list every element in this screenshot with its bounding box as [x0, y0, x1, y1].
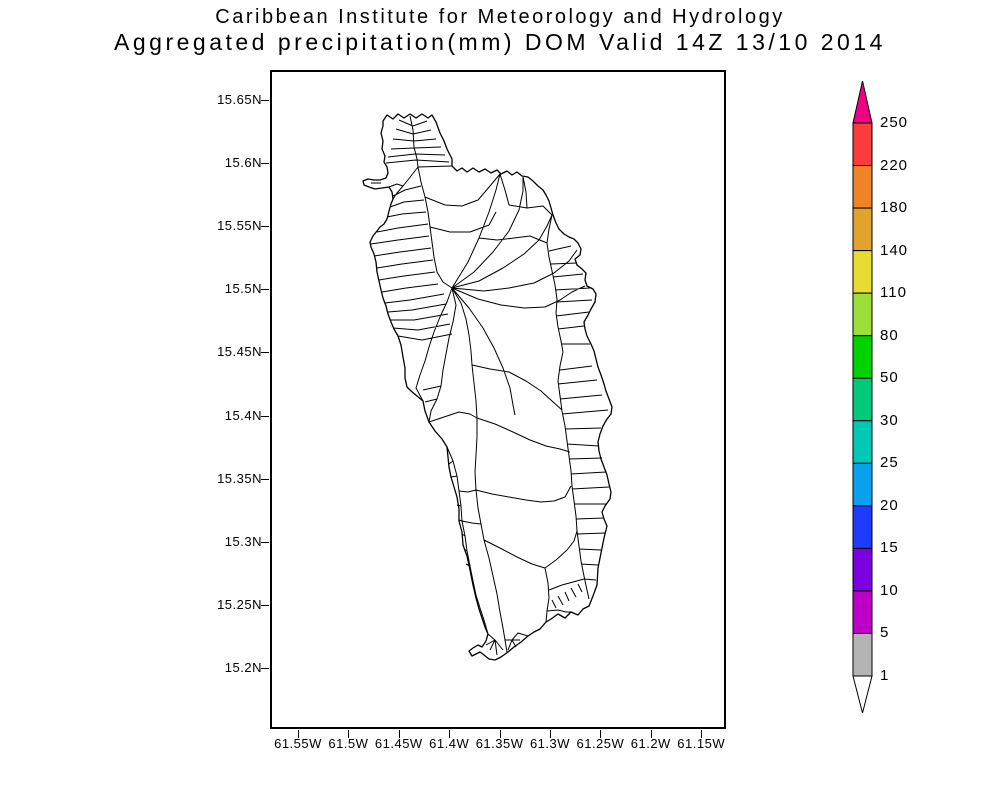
lon-tick-label: 61.3W: [529, 736, 571, 751]
lat-tick-label: 15.45N: [217, 344, 262, 360]
lat-tick-mark: [261, 352, 269, 354]
lat-tick-mark: [261, 541, 269, 543]
lat-tick-mark: [261, 604, 269, 606]
colorbar-segment: [852, 505, 873, 549]
colorbar-tick-label: 50: [880, 369, 899, 387]
lon-tick-label: 61.25W: [576, 736, 625, 751]
lon-tick-mark: [298, 730, 299, 738]
lon-tick-label: 61.55W: [274, 736, 322, 751]
colorbar-tick-label: 10: [880, 581, 899, 599]
colorbar-segment: [852, 462, 873, 507]
lat-tick-label: 15.2N: [224, 659, 262, 675]
lon-tick-label: 61.2W: [630, 736, 671, 751]
lat-tick-mark: [261, 415, 269, 417]
title-line-2: Aggregated precipitation(mm) DOM Valid 1…: [114, 29, 886, 55]
colorbar-segment: [852, 420, 873, 464]
lat-tick-label: 15.4N: [224, 407, 262, 423]
colorbar-segment: [852, 632, 873, 677]
coastline: [362, 113, 613, 661]
colorbar-segment: [852, 207, 873, 252]
colorbar-segment: [852, 292, 873, 337]
dominica-watersheds-map: [362, 113, 613, 661]
lat-tick-mark: [261, 100, 269, 101]
title-line-1: Caribbean Institute for Meteorology and …: [215, 6, 785, 28]
colorbar-tick-label: 25: [880, 454, 899, 472]
lat-tick-label: 15.6N: [224, 155, 262, 171]
colorbar-tick-label: 15: [880, 539, 899, 557]
colorbar: [852, 80, 873, 714]
lat-tick-label: 15.65N: [217, 92, 262, 107]
lat-tick-mark: [261, 226, 269, 228]
colorbar-bottom-arrow: [852, 675, 873, 714]
lon-tick-mark: [348, 730, 350, 738]
lat-tick-label: 15.3N: [224, 533, 262, 549]
lat-tick-mark: [261, 667, 269, 669]
lon-tick-mark: [499, 730, 501, 738]
lat-tick-mark: [261, 163, 269, 165]
lon-tick-label: 61.5W: [328, 736, 369, 751]
map-plot-area: [270, 70, 726, 729]
colorbar-segment: [852, 122, 873, 167]
colorbar-tick-label: 5: [880, 624, 890, 642]
lat-tick-label: 15.5N: [224, 281, 262, 297]
lon-tick-label: 61.15W: [677, 736, 726, 751]
lon-tick-label: 61.45W: [374, 736, 423, 751]
colorbar-segment: [852, 547, 873, 592]
lon-tick-mark: [550, 730, 551, 738]
lon-tick-mark: [398, 730, 400, 738]
watershed-boundaries: [370, 115, 610, 656]
lat-tick-mark: [261, 289, 269, 291]
lat-tick-label: 15.25N: [217, 596, 262, 612]
colorbar-tick-label: 20: [880, 496, 899, 514]
colorbar-tick-label: 140: [880, 241, 909, 259]
lon-tick-label: 61.4W: [429, 736, 470, 751]
lon-tick-mark: [701, 730, 703, 738]
colorbar-segment: [852, 590, 873, 634]
lat-tick-mark: [261, 478, 269, 480]
lat-tick-label: 15.55N: [217, 218, 262, 234]
lon-tick-label: 61.35W: [475, 736, 524, 751]
lon-tick-mark: [650, 730, 652, 738]
colorbar-segment: [852, 250, 873, 294]
lon-tick-mark: [449, 730, 451, 738]
colorbar-tick-label: 110: [880, 284, 907, 302]
lon-tick-mark: [600, 730, 602, 738]
colorbar-top-arrow: [852, 80, 873, 124]
colorbar-tick-label: 1: [880, 667, 890, 685]
colorbar-segment: [852, 335, 873, 379]
colorbar-tick-label: 180: [880, 199, 909, 217]
colorbar-tick-label: 250: [880, 114, 909, 131]
lat-tick-label: 15.35N: [217, 470, 262, 486]
colorbar-tick-label: 80: [880, 326, 899, 344]
colorbar-tick-label: 30: [880, 411, 899, 429]
colorbar-tick-label: 220: [880, 156, 909, 174]
colorbar-segment: [852, 165, 873, 209]
colorbar-segment: [852, 377, 873, 422]
